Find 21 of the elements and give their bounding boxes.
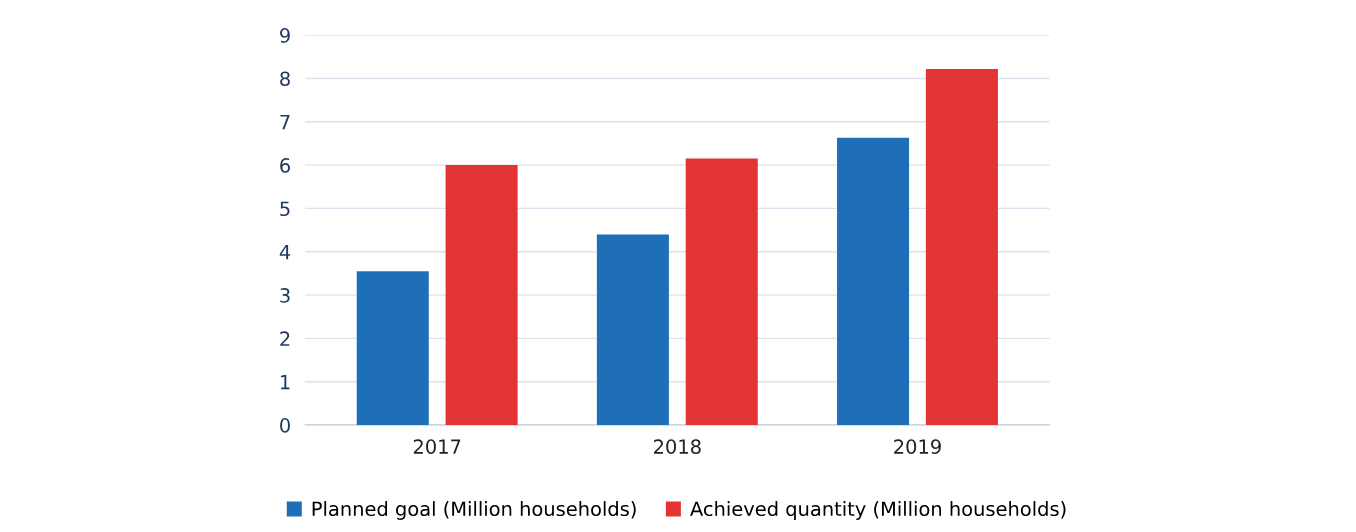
x-tick-label: 2019 [894, 439, 941, 455]
bar [356, 271, 429, 426]
y-tick-label: 0 [280, 418, 290, 433]
y-tick-label: 6 [280, 158, 290, 173]
y-tick-label: 2 [280, 331, 290, 346]
bar [596, 234, 669, 426]
x-tick-label: 2018 [654, 439, 701, 455]
legend-label: Achieved quantity (Million households) [690, 501, 1066, 520]
y-tick-label: 9 [280, 28, 290, 43]
y-tick-label: 4 [279, 244, 291, 260]
x-tick-label: 2017 [413, 439, 461, 455]
y-tick-label: 5 [280, 201, 290, 217]
bar [685, 158, 758, 426]
y-tick-label: 8 [280, 71, 290, 87]
y-tick-label: 1 [280, 374, 290, 390]
bar [837, 137, 910, 426]
y-tick-label: 7 [280, 114, 290, 130]
bar [445, 165, 518, 426]
y-tick-label: 3 [280, 288, 290, 303]
legend-label: Planned goal (Million households) [312, 501, 636, 520]
bar [925, 68, 998, 426]
